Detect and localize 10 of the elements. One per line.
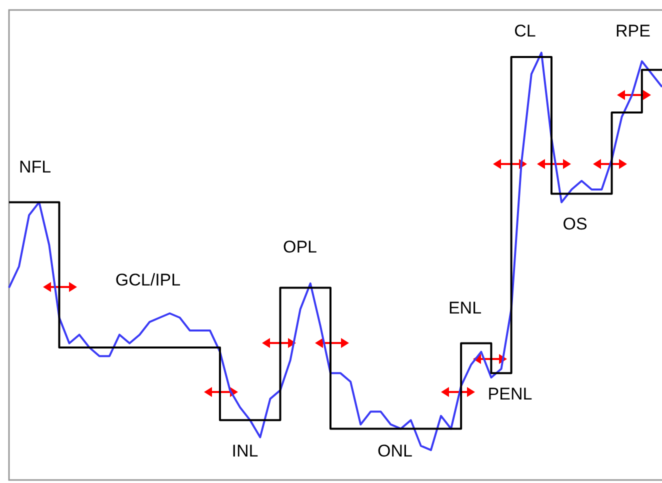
annotation: ONL (378, 441, 412, 460)
annotation: ENL (448, 298, 482, 318)
text: RPE (616, 21, 650, 40)
annotation: OPL (282, 237, 318, 256)
annotation: PENL (488, 384, 532, 404)
annotation: OS (562, 214, 588, 234)
annotation: INL (232, 441, 258, 460)
text: CL (514, 21, 536, 40)
annotation: NFL (18, 157, 52, 176)
annotation: GCL/IPL (115, 270, 181, 290)
